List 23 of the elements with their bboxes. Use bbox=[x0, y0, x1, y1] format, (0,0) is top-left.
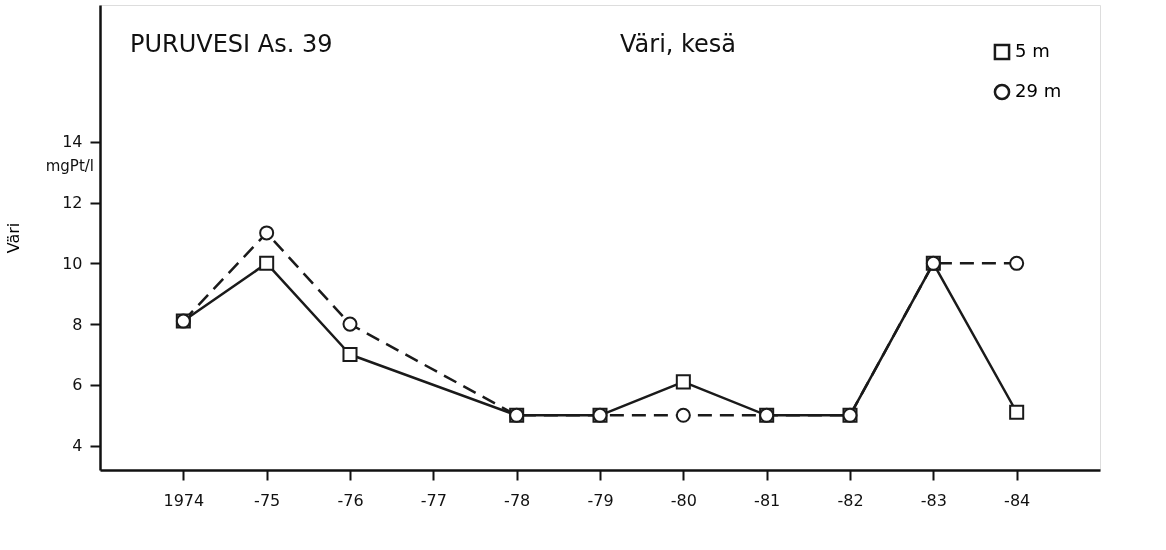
x-tick-label: -76 bbox=[337, 490, 364, 510]
y-tick-label: 8 bbox=[72, 314, 83, 334]
text: PURUVESI As. 39 bbox=[130, 30, 333, 58]
y-tick-label: 10 bbox=[62, 253, 83, 273]
x-tick-label: -84 bbox=[1004, 490, 1031, 510]
x-tick-label: -82 bbox=[837, 490, 864, 510]
y-tick-label: 4 bbox=[72, 436, 83, 456]
x-tick-label: 1974 bbox=[163, 490, 205, 510]
legend-label: 5 m bbox=[1015, 40, 1050, 61]
text: mgPt/l bbox=[45, 156, 94, 175]
y-tick-label: 14 bbox=[62, 132, 83, 152]
y-axis-title: Väri bbox=[4, 222, 24, 254]
x-tick-label: -78 bbox=[504, 490, 531, 510]
x-tick-label: -83 bbox=[920, 490, 947, 510]
y-tick-label: 6 bbox=[72, 375, 83, 395]
text: Väri, kesä bbox=[620, 30, 737, 58]
x-tick-label: -81 bbox=[754, 490, 781, 510]
x-tick-label: -79 bbox=[587, 490, 614, 510]
x-tick-label: -80 bbox=[670, 490, 697, 510]
x-tick-label: -75 bbox=[254, 490, 281, 510]
legend-label: 29 m bbox=[1015, 80, 1062, 101]
x-tick-label: -77 bbox=[420, 490, 447, 510]
y-tick-label: 12 bbox=[62, 193, 83, 213]
